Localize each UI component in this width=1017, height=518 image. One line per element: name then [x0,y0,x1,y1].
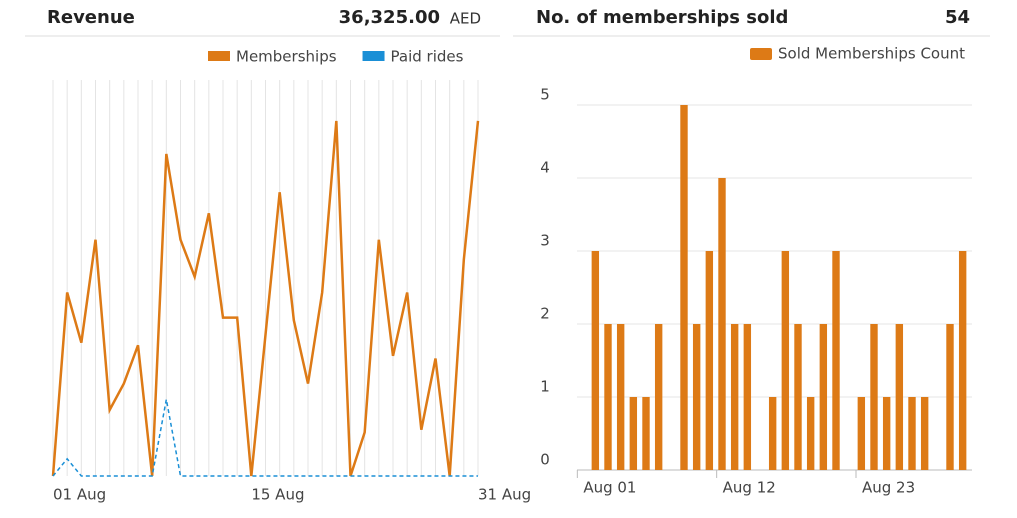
bar [768,397,777,470]
bar [806,397,815,470]
bar [908,397,916,470]
bar [794,324,802,470]
bar [895,324,904,470]
bar [870,324,878,470]
bar [920,397,929,470]
x-tick-label: Aug 23 [862,479,915,497]
bar [629,397,638,470]
x-tick-label: 31 Aug [478,486,531,504]
legend-label: Memberships [236,48,337,66]
bar [642,397,650,470]
legend-label: Sold Memberships Count [778,45,965,63]
line-series [51,120,480,477]
y-tick-label: 1 [540,378,550,396]
bar [718,178,726,470]
bar [958,251,967,470]
y-tick-label: 4 [540,159,550,177]
bar [591,251,600,470]
y-tick-label: 0 [540,451,550,469]
currency: AED [450,10,481,28]
bar [616,324,625,470]
x-tick-label: Aug 12 [723,479,776,497]
y-tick-label: 2 [540,305,550,323]
x-tick-label: 01 Aug [53,486,106,504]
bar [819,324,828,470]
y-tick-label: 3 [540,232,550,250]
memberships-total: 54 [945,7,970,28]
bar [705,251,714,470]
legend-label: Paid rides [391,48,464,66]
legend-swatch [362,51,385,61]
bar [692,324,701,470]
legend-swatch [750,48,772,60]
x-tick-label: Aug 01 [583,479,636,497]
bar [743,324,752,470]
x-tick-label: 15 Aug [251,486,304,504]
bar [946,324,954,470]
y-tick-label: 5 [540,86,550,104]
bar [730,324,739,470]
bar [882,397,891,470]
bar [680,105,688,470]
bar [781,251,790,470]
panel-title: No. of memberships sold [536,7,788,28]
legend-swatch [208,51,230,61]
revenue-total: 36,325.00 [339,7,440,28]
line-series [52,399,478,477]
panel-title: Revenue [47,7,135,28]
bar [857,397,866,470]
bar [604,324,612,470]
bar [832,251,840,470]
bar [654,324,663,470]
